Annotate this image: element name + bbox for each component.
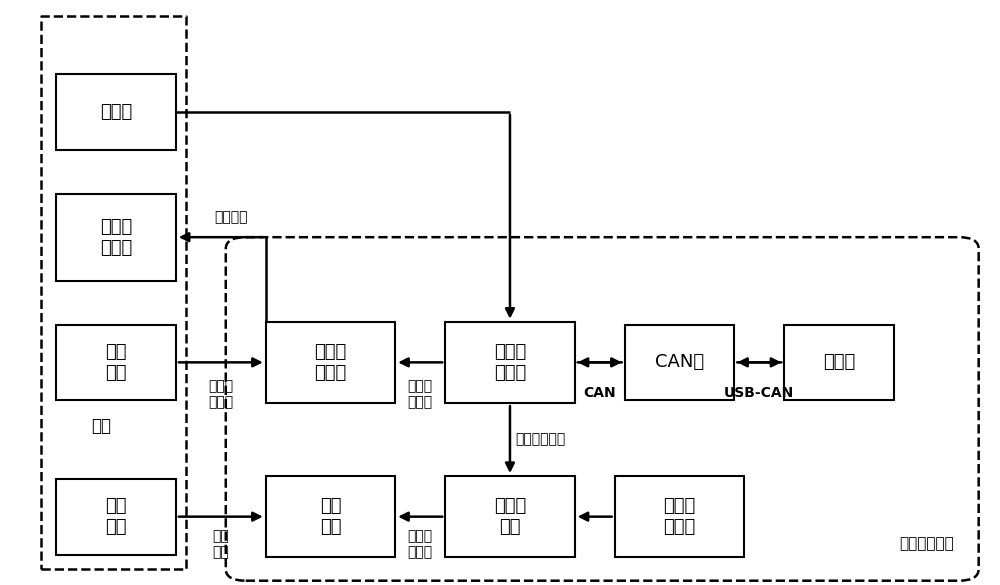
Text: 电机控制信号: 电机控制信号 [515, 432, 565, 446]
Text: 卷收
电机: 卷收 电机 [320, 497, 341, 536]
Text: 控制
拉锁: 控制 拉锁 [212, 529, 229, 560]
Text: 制动
踏板: 制动 踏板 [105, 497, 127, 536]
Bar [56, 74, 176, 150]
Bar [56, 479, 176, 555]
Bar [445, 476, 575, 558]
Text: USB-CAN: USB-CAN [724, 386, 794, 400]
Text: 蓄电池: 蓄电池 [100, 103, 132, 121]
Bar [41, 16, 186, 569]
Text: 加速
踏板: 加速 踏板 [105, 343, 127, 382]
Text: CAN: CAN [583, 386, 616, 400]
Text: 踏板控制装置: 踏板控制装置 [899, 536, 954, 552]
Bar [615, 476, 744, 558]
Text: CAN卡: CAN卡 [655, 353, 704, 371]
Bar [266, 476, 395, 558]
Bar [445, 322, 575, 403]
Text: 油门信号: 油门信号 [214, 211, 248, 225]
Text: 直流稳
压电源: 直流稳 压电源 [663, 497, 696, 536]
Text: 踏板控
制单元: 踏板控 制单元 [494, 343, 526, 382]
Text: 车端: 车端 [91, 418, 111, 435]
Text: 信号切
换开关: 信号切 换开关 [314, 343, 347, 382]
Bar [266, 322, 395, 403]
Text: 整车控
制系统: 整车控 制系统 [100, 218, 132, 257]
Bar [56, 194, 176, 281]
Text: 油门模
拟信号: 油门模 拟信号 [408, 379, 433, 409]
Text: 电机控
制器: 电机控 制器 [494, 497, 526, 536]
Text: 上位机: 上位机 [823, 353, 855, 371]
Bar [784, 325, 894, 400]
Text: 电机驱
动信号: 电机驱 动信号 [408, 529, 433, 560]
Text: 油门原
始信号: 油门原 始信号 [208, 379, 233, 409]
Bar [625, 325, 734, 400]
Bar [56, 325, 176, 400]
